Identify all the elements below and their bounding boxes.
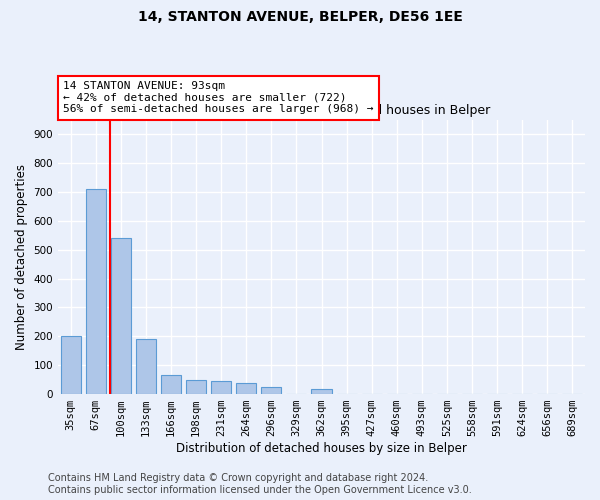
Bar bbox=[136, 339, 156, 394]
Text: 14 STANTON AVENUE: 93sqm
← 42% of detached houses are smaller (722)
56% of semi-: 14 STANTON AVENUE: 93sqm ← 42% of detach… bbox=[64, 81, 374, 114]
Text: Contains HM Land Registry data © Crown copyright and database right 2024.
Contai: Contains HM Land Registry data © Crown c… bbox=[48, 474, 472, 495]
Bar bbox=[111, 238, 131, 394]
Bar bbox=[86, 189, 106, 394]
Bar bbox=[211, 381, 231, 394]
Bar bbox=[186, 380, 206, 394]
Bar bbox=[311, 389, 332, 394]
Bar bbox=[61, 336, 80, 394]
Bar bbox=[161, 376, 181, 394]
X-axis label: Distribution of detached houses by size in Belper: Distribution of detached houses by size … bbox=[176, 442, 467, 455]
Text: 14, STANTON AVENUE, BELPER, DE56 1EE: 14, STANTON AVENUE, BELPER, DE56 1EE bbox=[137, 10, 463, 24]
Title: Size of property relative to detached houses in Belper: Size of property relative to detached ho… bbox=[152, 104, 491, 118]
Bar bbox=[261, 387, 281, 394]
Bar bbox=[236, 383, 256, 394]
Y-axis label: Number of detached properties: Number of detached properties bbox=[15, 164, 28, 350]
